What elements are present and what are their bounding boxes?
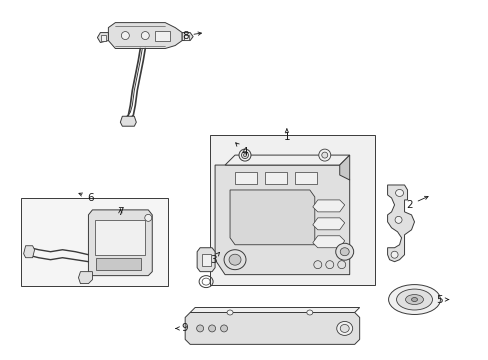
Polygon shape [190,307,359,312]
Ellipse shape [228,254,241,265]
Ellipse shape [239,149,250,161]
Polygon shape [229,190,314,245]
Text: 7: 7 [117,207,123,217]
Ellipse shape [340,324,348,332]
Bar [202,254,211,266]
Ellipse shape [220,325,227,332]
Text: 9: 9 [176,323,188,333]
Ellipse shape [121,32,129,40]
Ellipse shape [396,289,431,310]
Ellipse shape [241,152,248,159]
Bar [184,35,189,40]
Ellipse shape [141,32,149,40]
Text: 3: 3 [209,252,219,265]
Bar [20,198,168,285]
Ellipse shape [224,250,245,270]
Bar [294,172,316,184]
Polygon shape [312,218,344,230]
Ellipse shape [394,216,401,223]
Text: 8: 8 [182,31,201,41]
Ellipse shape [388,285,440,315]
Ellipse shape [306,310,312,315]
Polygon shape [78,272,92,284]
Ellipse shape [335,243,353,260]
Ellipse shape [336,321,352,336]
Ellipse shape [208,325,215,332]
Polygon shape [108,23,182,49]
Ellipse shape [340,248,348,256]
Polygon shape [23,246,35,258]
Bar [95,220,145,255]
Polygon shape [197,248,215,272]
Text: 6: 6 [79,193,94,203]
Bar [210,135,374,285]
Polygon shape [224,155,349,165]
Text: 4: 4 [235,143,248,157]
Ellipse shape [226,310,233,315]
Ellipse shape [318,149,330,161]
Bar [101,35,106,41]
Ellipse shape [337,261,345,269]
Polygon shape [88,210,152,276]
Polygon shape [387,185,414,262]
Polygon shape [339,155,349,180]
Polygon shape [215,165,349,275]
Ellipse shape [405,294,423,305]
Ellipse shape [395,189,403,197]
Text: 5: 5 [435,294,447,305]
Bar [155,31,170,41]
Ellipse shape [390,251,397,258]
Polygon shape [182,32,193,41]
Ellipse shape [321,152,327,158]
Polygon shape [312,236,344,248]
Polygon shape [120,116,136,126]
Polygon shape [97,32,108,42]
Ellipse shape [411,298,417,302]
Polygon shape [312,200,344,212]
Ellipse shape [243,154,246,157]
Bar [235,172,256,184]
Polygon shape [185,312,359,345]
Ellipse shape [144,214,151,221]
Bar [96,258,141,270]
Ellipse shape [313,261,321,269]
Bar [264,172,286,184]
Text: 2: 2 [406,196,427,210]
Text: 1: 1 [283,129,289,142]
Ellipse shape [325,261,333,269]
Ellipse shape [196,325,203,332]
